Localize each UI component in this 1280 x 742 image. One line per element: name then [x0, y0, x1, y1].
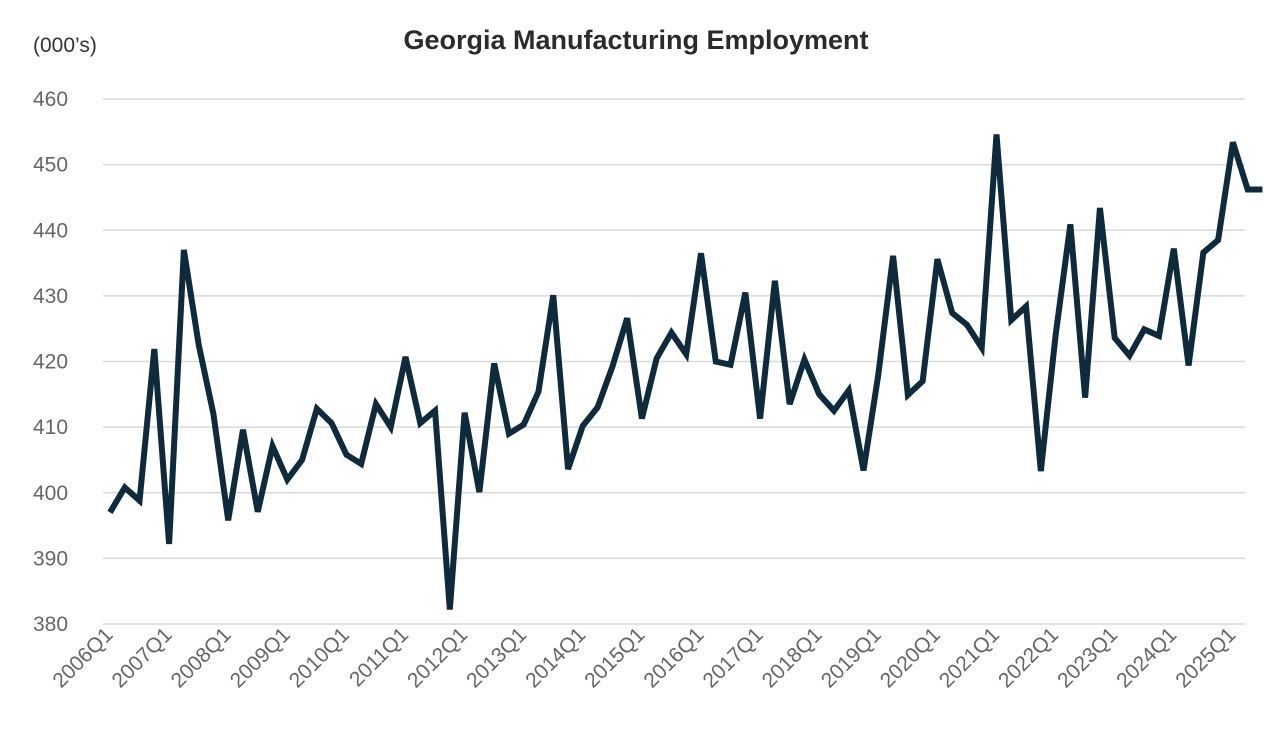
x-tick-label: 2014Q1	[521, 623, 590, 692]
x-tick-label: 2009Q1	[226, 623, 295, 692]
gridlines	[103, 98, 1245, 625]
x-tick-label: 2011Q1	[345, 623, 413, 691]
x-tick-label: 2007Q1	[108, 623, 177, 692]
y-tick-label: 460	[33, 88, 68, 111]
x-tick-label: 2015Q1	[580, 623, 649, 692]
x-tick-label: 2025Q1	[1171, 623, 1240, 692]
x-tick-label: 2023Q1	[1053, 623, 1122, 692]
x-tick-label: 2021Q1	[935, 623, 1004, 692]
series-line	[107, 134, 1263, 610]
y-tick-label: 420	[33, 351, 68, 374]
y-tick-label: 390	[33, 547, 68, 570]
x-tick-label: 2020Q1	[876, 623, 945, 692]
x-tick-label: 2018Q1	[758, 623, 827, 692]
x-axis-ticks: 2006Q12007Q12008Q12009Q12010Q12011Q12012…	[48, 623, 1240, 692]
x-tick-label: 2013Q1	[462, 623, 531, 692]
y-tick-label: 450	[33, 154, 68, 177]
y-axis-ticks: 380 390 400 410 420 430 440 450 460	[33, 88, 68, 636]
y-tick-label: 380	[33, 613, 68, 636]
x-tick-label: 2019Q1	[817, 623, 886, 692]
series-layer	[107, 134, 1263, 610]
x-tick-label: 2012Q1	[403, 623, 472, 692]
y-tick-label: 440	[33, 219, 68, 242]
x-tick-label: 2017Q1	[699, 623, 768, 692]
x-tick-label: 2022Q1	[994, 623, 1063, 692]
chart-title: Georgia Manufacturing Employment	[403, 25, 868, 55]
y-tick-label: 400	[33, 482, 68, 505]
x-tick-label: 2008Q1	[167, 623, 236, 692]
x-tick-label: 2016Q1	[639, 623, 708, 692]
x-tick-label: 2024Q1	[1112, 623, 1181, 692]
y-tick-label: 410	[33, 416, 68, 439]
x-tick-label: 2010Q1	[285, 623, 354, 692]
y-tick-label: 430	[33, 285, 68, 308]
y-unit-label: (000’s)	[33, 34, 97, 57]
